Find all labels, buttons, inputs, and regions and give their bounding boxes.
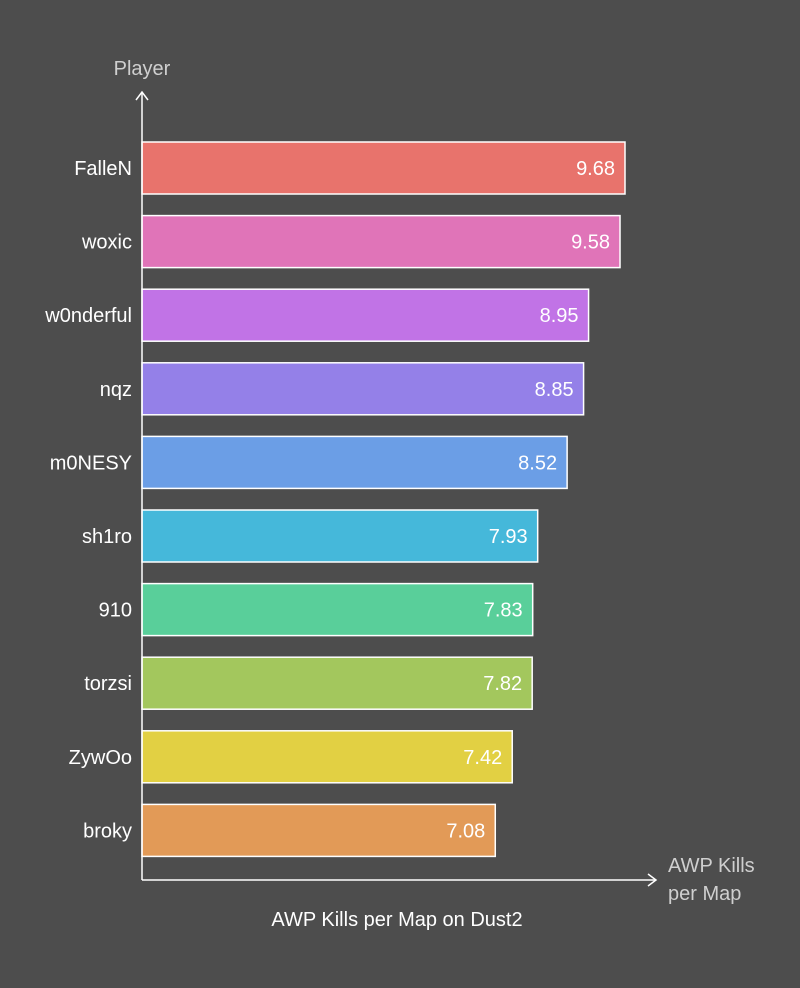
value-label: 9.58 xyxy=(571,232,610,254)
bar-nqz xyxy=(141,362,585,416)
category-label: sh1ro xyxy=(82,526,132,548)
bar-m0nesy xyxy=(141,435,568,490)
category-label: nqz xyxy=(100,379,132,401)
chart-title: AWP Kills per Map on Dust2 xyxy=(271,909,522,931)
value-label: 8.85 xyxy=(535,379,574,401)
bar-torzsi xyxy=(141,656,533,710)
bar-910 xyxy=(141,582,534,637)
bar-zywoo xyxy=(141,730,513,784)
x-axis-arrow-icon xyxy=(647,873,658,887)
y-axis-label: Player xyxy=(114,58,171,80)
category-label: ZywOo xyxy=(69,747,132,769)
bar-w0nderful xyxy=(141,288,590,342)
value-label: 7.42 xyxy=(463,747,502,769)
category-label: m0NESY xyxy=(50,452,132,474)
bar-sh1ro xyxy=(141,509,539,563)
value-label: 8.52 xyxy=(518,452,557,474)
value-label: 7.82 xyxy=(483,673,522,695)
value-label: 7.93 xyxy=(489,526,528,548)
value-label: 7.08 xyxy=(446,820,485,842)
x-axis-label-line-1: AWP Kills xyxy=(668,855,755,877)
category-label: FalleN xyxy=(74,158,132,180)
category-label: broky xyxy=(83,820,132,842)
axes-group xyxy=(135,90,658,887)
y-axis-arrow-icon xyxy=(135,90,149,101)
bar-fallen xyxy=(141,141,626,195)
category-label: torzsi xyxy=(84,673,132,695)
value-label: 8.95 xyxy=(540,305,579,327)
category-label: woxic xyxy=(81,232,132,254)
value-label: 9.68 xyxy=(576,158,615,180)
bar-broky xyxy=(141,803,497,858)
category-label: w0nderful xyxy=(44,305,132,327)
value-label: 7.83 xyxy=(484,600,523,622)
x-axis-label-line-2: per Map xyxy=(668,883,741,905)
bar-woxic xyxy=(141,214,621,269)
bars-group: FalleN 9.68 woxic 9.58 w0nderful 8.95 nqz 8.85 m… xyxy=(44,141,626,858)
category-label: 910 xyxy=(99,600,132,622)
